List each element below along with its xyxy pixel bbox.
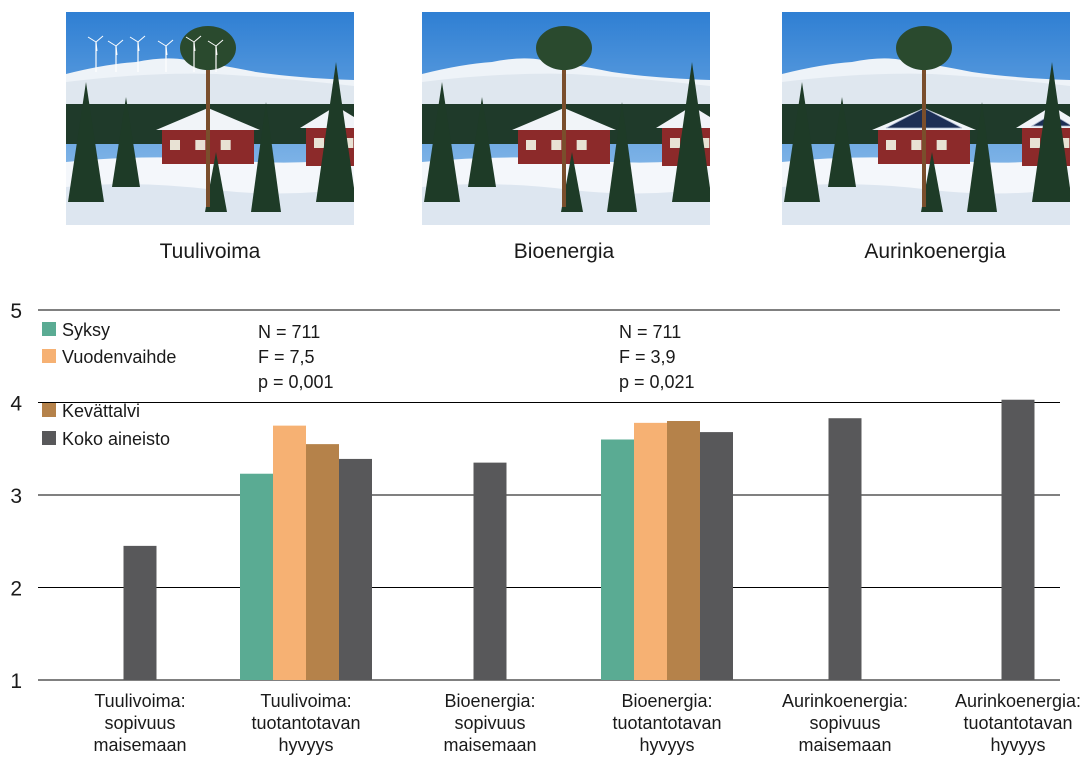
pine-crown	[536, 26, 592, 70]
bar	[473, 462, 507, 680]
spruce-tree	[112, 97, 140, 187]
x-tick-label: Tuulivoima: tuotantotavan hyvyys	[251, 691, 360, 755]
pine-trunk	[922, 32, 926, 207]
spruce-tree	[1032, 62, 1070, 202]
bar	[601, 439, 634, 680]
spruce-tree	[561, 152, 583, 212]
spruce-tree	[68, 82, 104, 202]
stat-annotation: p = 0,001	[258, 372, 334, 392]
photo-bioenergia	[422, 12, 710, 225]
y-tick-label: 2	[10, 578, 22, 601]
stat-annotation: F = 7,5	[258, 347, 315, 367]
pine-crown	[896, 26, 952, 70]
legend-label: Kevättalvi	[62, 401, 140, 421]
pine-trunk	[562, 32, 566, 207]
legend-swatch	[42, 322, 56, 336]
x-tick-label: Aurinkoenergia: sopivuus maisemaan	[782, 691, 908, 755]
spruce-tree	[672, 62, 710, 202]
photo-caption-tuulivoima: Tuulivoima	[159, 240, 261, 263]
photo-aurinkoenergia	[782, 12, 1070, 225]
pine-crown	[180, 26, 236, 70]
bar	[123, 545, 157, 680]
spruce-tree	[607, 102, 637, 212]
legend-swatch	[42, 431, 56, 445]
spruce-tree	[316, 62, 354, 202]
bar	[273, 425, 306, 680]
bar	[306, 444, 339, 680]
stat-annotation: p = 0,021	[619, 372, 695, 392]
photo-tuulivoima	[66, 12, 354, 225]
y-tick-label: 3	[10, 485, 22, 508]
legend-label: Vuodenvaihde	[62, 347, 176, 367]
x-tick-label: Tuulivoima: sopivuus maisemaan	[93, 691, 186, 755]
stat-annotation: F = 3,9	[619, 347, 676, 367]
spruce-tree	[251, 102, 281, 212]
y-tick-label: 1	[10, 670, 22, 693]
bar	[667, 421, 700, 680]
spruce-tree	[921, 152, 943, 212]
spruce-tree	[828, 97, 856, 187]
x-tick-label: Bioenergia: sopivuus maisemaan	[443, 691, 536, 755]
legend-swatch	[42, 349, 56, 363]
legend-label: Syksy	[62, 320, 110, 340]
bar	[634, 422, 667, 680]
spruce-tree	[424, 82, 460, 202]
bar	[339, 458, 372, 680]
spruce-tree	[468, 97, 496, 187]
pine-trunk	[206, 32, 210, 207]
spruce-tree	[784, 82, 820, 202]
bar	[240, 473, 273, 680]
spruce-tree	[205, 152, 227, 212]
bar	[1001, 399, 1035, 680]
photo-caption-bioenergia: Bioenergia	[513, 240, 615, 263]
x-tick-label: Aurinkoenergia: tuotantotavan hyvyys	[955, 691, 1081, 755]
bar-chart: 1 2 3 4 5 Tuulivoima: sopivuus maisemaan Tuulivo…	[10, 300, 1081, 755]
y-tick-label: 4	[10, 393, 22, 416]
photo-caption-aurinkoenergia: Aurinkoenergia	[864, 240, 1006, 263]
legend-label: Koko aineisto	[62, 429, 170, 449]
y-tick-label: 5	[10, 300, 22, 323]
legend-swatch	[42, 403, 56, 417]
stat-annotation: N = 711	[258, 322, 320, 342]
stat-annotation: N = 711	[619, 322, 681, 342]
x-tick-label: Bioenergia: tuotantotavan hyvyys	[612, 691, 721, 755]
bar	[700, 432, 733, 680]
spruce-tree	[967, 102, 997, 212]
bar	[828, 418, 862, 680]
